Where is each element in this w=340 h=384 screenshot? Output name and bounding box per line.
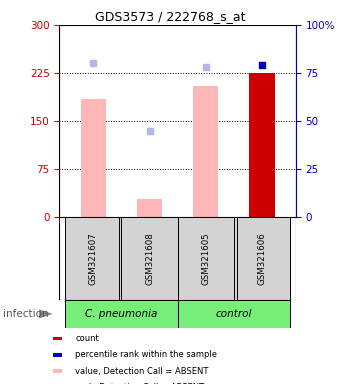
Bar xyxy=(53,353,62,356)
Text: control: control xyxy=(216,309,252,319)
Point xyxy=(147,127,152,134)
Text: count: count xyxy=(75,334,99,343)
Point xyxy=(90,60,96,66)
Bar xyxy=(65,217,121,300)
Polygon shape xyxy=(39,310,53,318)
Bar xyxy=(53,337,62,340)
Text: GSM321607: GSM321607 xyxy=(89,232,98,285)
Text: GDS3573 / 222768_s_at: GDS3573 / 222768_s_at xyxy=(95,10,245,23)
Text: infection: infection xyxy=(3,309,49,319)
Bar xyxy=(81,99,106,217)
Text: GSM321606: GSM321606 xyxy=(257,232,267,285)
Text: value, Detection Call = ABSENT: value, Detection Call = ABSENT xyxy=(75,367,209,376)
Bar xyxy=(177,217,234,300)
Text: percentile rank within the sample: percentile rank within the sample xyxy=(75,350,217,359)
Bar xyxy=(65,300,177,328)
Point xyxy=(259,62,265,68)
Bar xyxy=(177,300,290,328)
Text: C. pneumonia: C. pneumonia xyxy=(85,309,157,319)
Bar xyxy=(137,199,162,217)
Bar xyxy=(193,86,218,217)
Text: GSM321605: GSM321605 xyxy=(201,232,210,285)
Bar xyxy=(234,217,290,300)
Point xyxy=(203,63,208,70)
Bar xyxy=(121,217,177,300)
Bar xyxy=(53,369,62,373)
Text: GSM321608: GSM321608 xyxy=(145,232,154,285)
Bar xyxy=(249,73,275,217)
Text: rank, Detection Call = ABSENT: rank, Detection Call = ABSENT xyxy=(75,383,205,384)
